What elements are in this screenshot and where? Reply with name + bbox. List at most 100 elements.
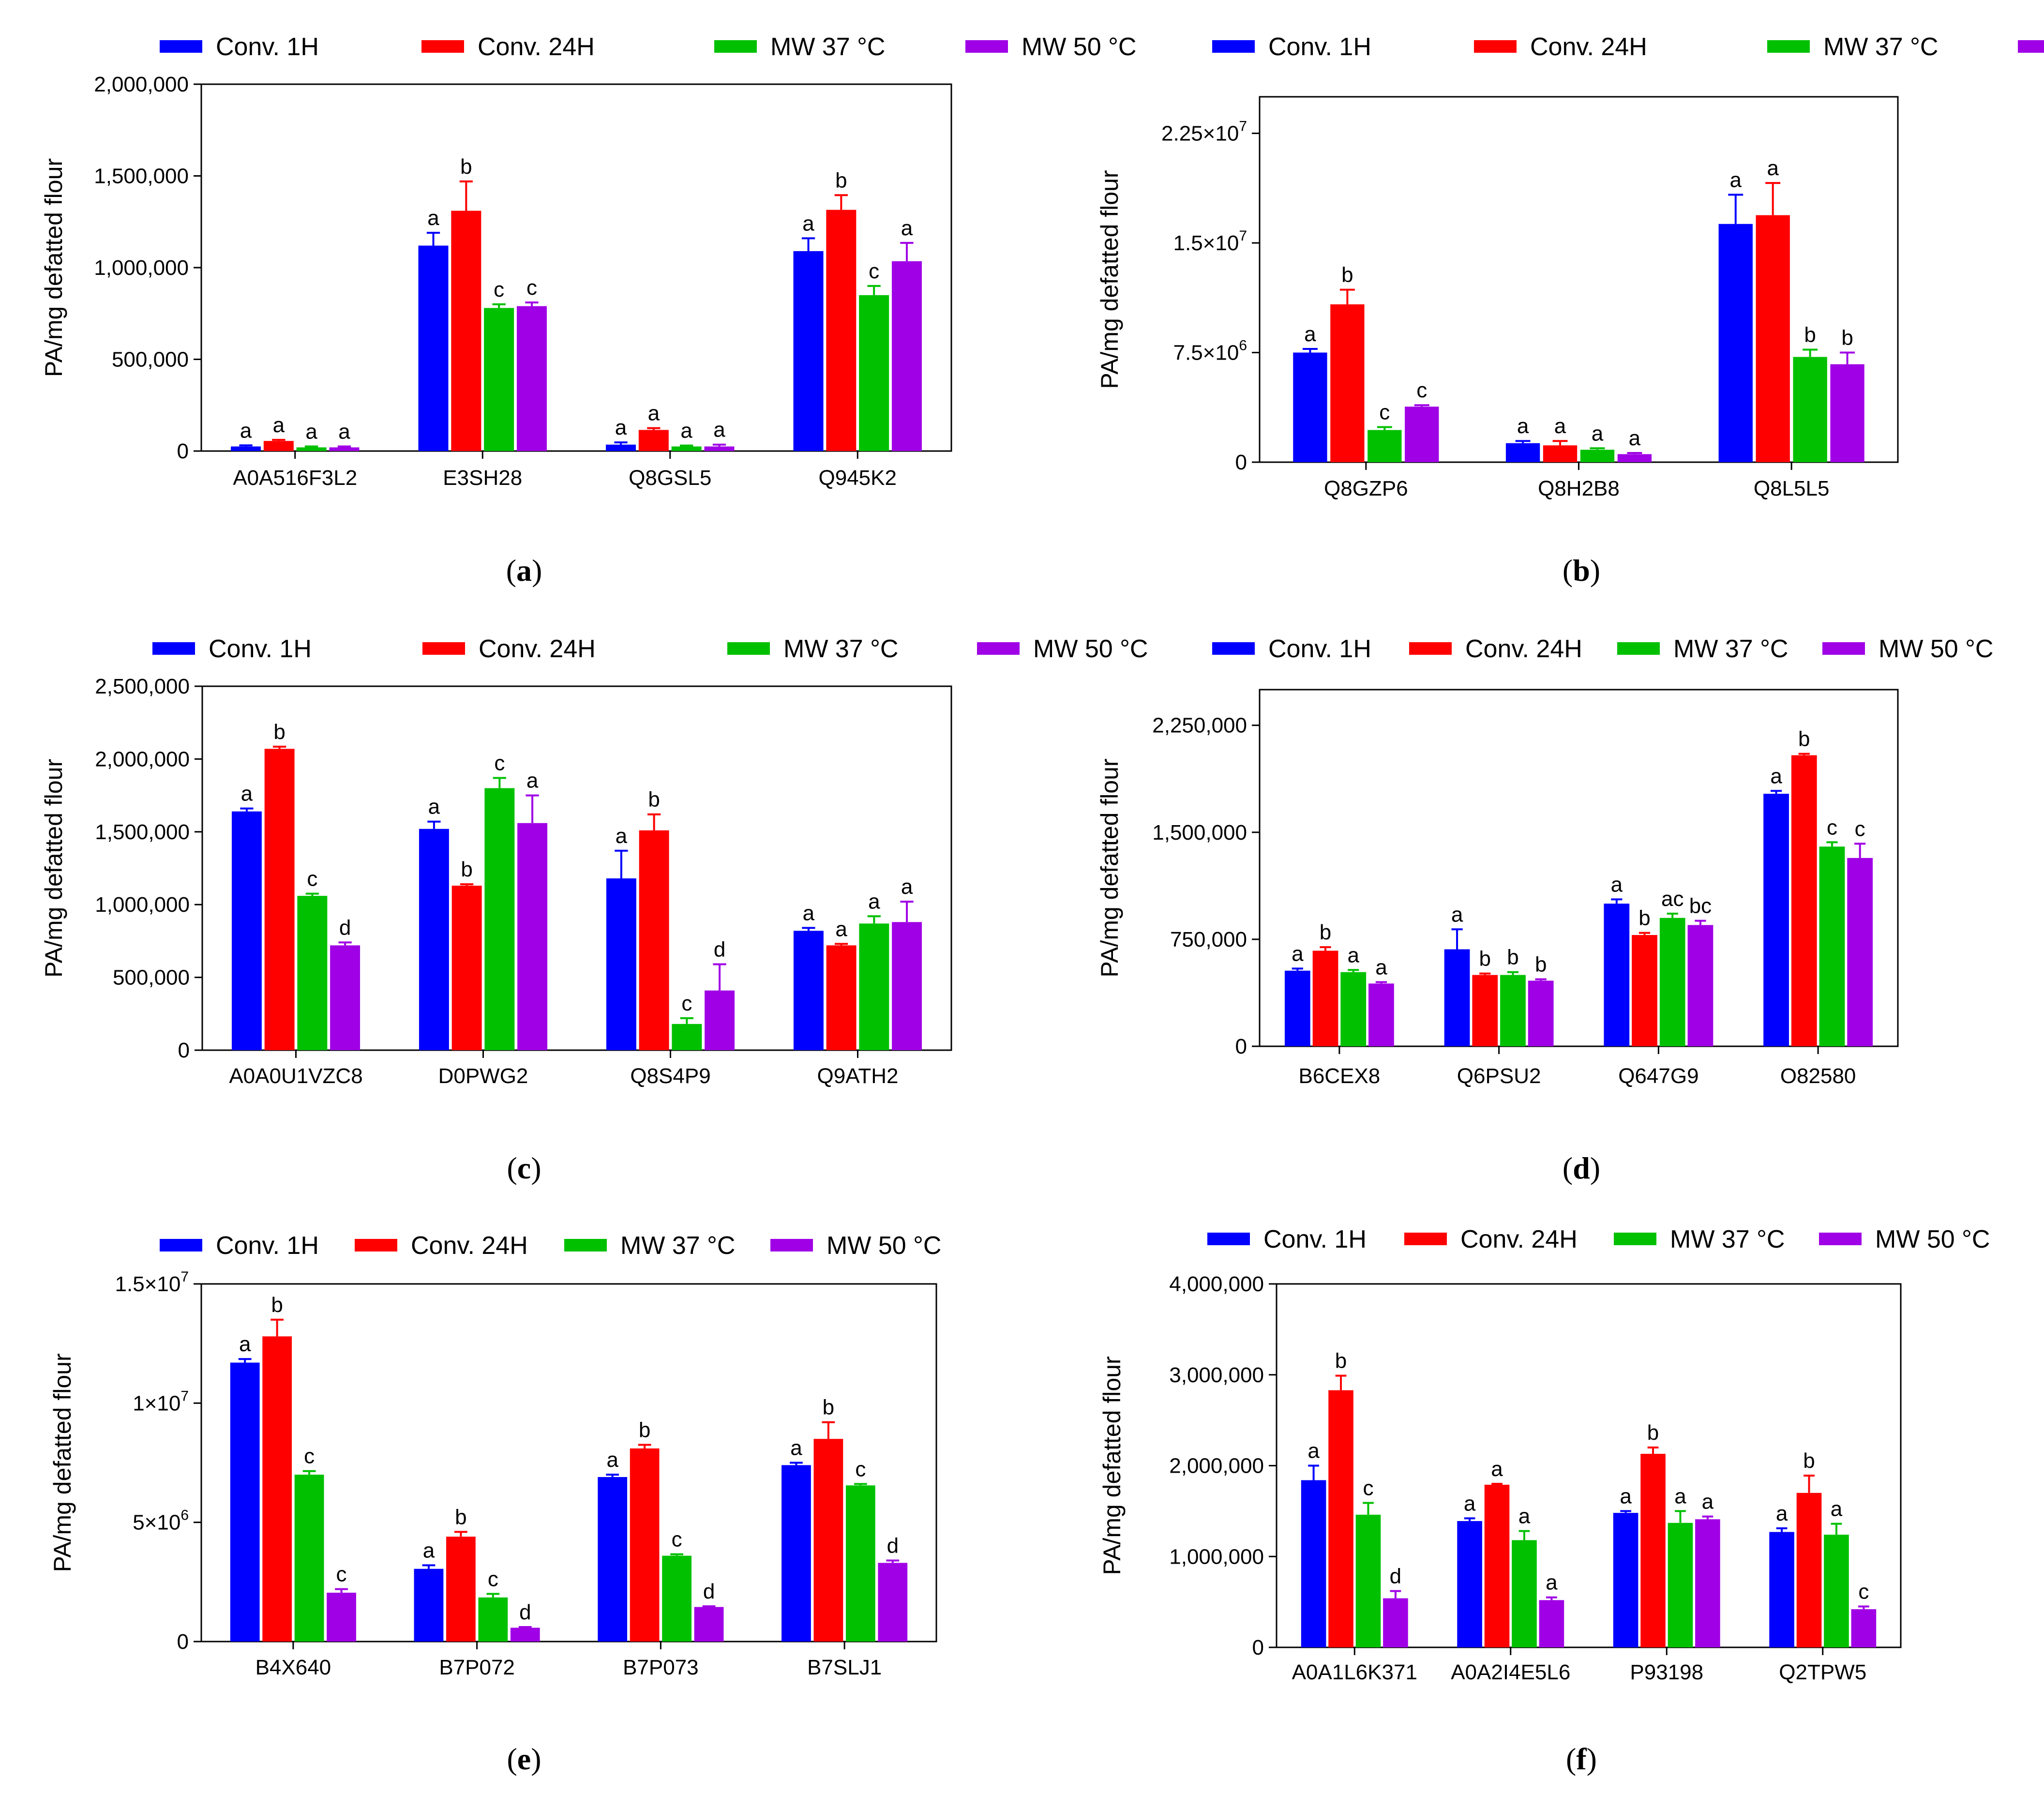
bar bbox=[1668, 1523, 1693, 1647]
significance-letter: c bbox=[869, 259, 879, 283]
plot-frame bbox=[1259, 689, 1899, 1047]
significance-letter: a bbox=[1464, 1492, 1476, 1515]
legend-swatch bbox=[160, 40, 202, 53]
y-axis-label: PA/mg defatted flour bbox=[1096, 758, 1123, 977]
x-category-label: A0A2I4E5L6 bbox=[1451, 1660, 1570, 1684]
x-category-label: B7SLJ1 bbox=[807, 1656, 882, 1679]
y-tick-label: 1,500,000 bbox=[1152, 821, 1247, 844]
significance-letter: b bbox=[648, 788, 660, 812]
x-category-label: Q8L5L5 bbox=[1754, 477, 1830, 500]
significance-letter: d bbox=[887, 1534, 899, 1557]
y-tick-label: 500,000 bbox=[113, 966, 190, 990]
bar bbox=[262, 1336, 292, 1642]
bar bbox=[1718, 224, 1753, 462]
bar bbox=[1819, 846, 1845, 1046]
y-tick-label: 2,500,000 bbox=[95, 675, 190, 698]
bar bbox=[1695, 1519, 1720, 1647]
x-category-label: B7P073 bbox=[623, 1656, 699, 1679]
legend-swatch bbox=[977, 642, 1020, 655]
bar bbox=[1580, 450, 1615, 462]
significance-letter: a bbox=[240, 419, 252, 442]
significance-letter: a bbox=[1702, 1490, 1714, 1514]
legend-swatch bbox=[1614, 1233, 1656, 1245]
bar bbox=[1312, 950, 1338, 1046]
x-category-label: A0A516F3L2 bbox=[233, 466, 357, 490]
x-category-label: Q647G9 bbox=[1618, 1064, 1698, 1088]
significance-letter: a bbox=[713, 418, 725, 442]
y-tick-label: 1×107 bbox=[133, 1388, 189, 1415]
bar bbox=[1604, 904, 1630, 1046]
panel-caption: (e) bbox=[507, 1742, 541, 1776]
x-category-label: B4X640 bbox=[256, 1656, 331, 1679]
significance-letter: b bbox=[1803, 1449, 1815, 1473]
legend-label: Conv. 1H bbox=[216, 33, 319, 61]
legend-label: MW 50 °C bbox=[827, 1232, 941, 1260]
bar bbox=[451, 886, 482, 1050]
bar bbox=[418, 245, 449, 451]
significance-letter: b bbox=[273, 720, 285, 744]
chart-panel-f: Conv. 1H Conv. 24H MW 37 °C MW 50 °C 0 1,000,… bbox=[1098, 1225, 1990, 1776]
y-tick-label: 2,000,000 bbox=[94, 73, 189, 96]
significance-letter: c bbox=[304, 1445, 315, 1468]
bar bbox=[1355, 1514, 1381, 1647]
bar bbox=[484, 788, 515, 1050]
significance-letter: c bbox=[1855, 817, 1865, 841]
legend-label: MW 50 °C bbox=[1033, 635, 1148, 663]
bar bbox=[1640, 1454, 1666, 1647]
significance-letter: b bbox=[271, 1293, 283, 1317]
bar bbox=[826, 945, 857, 1050]
legend-swatch bbox=[422, 642, 465, 655]
significance-letter: a bbox=[1292, 942, 1304, 965]
legend-label: MW 37 °C bbox=[1673, 635, 1788, 663]
bar bbox=[330, 945, 361, 1050]
significance-letter: b bbox=[1841, 326, 1853, 350]
bar bbox=[1824, 1535, 1849, 1647]
significance-letter: a bbox=[1347, 943, 1359, 967]
bar bbox=[1769, 1532, 1794, 1647]
x-category-label: Q8GSL5 bbox=[629, 466, 711, 490]
bar bbox=[672, 1024, 702, 1050]
significance-letter: b bbox=[1798, 727, 1810, 751]
bar bbox=[516, 306, 547, 451]
bar bbox=[891, 261, 922, 451]
significance-letter: d bbox=[1390, 1565, 1401, 1588]
significance-letter: a bbox=[305, 420, 317, 444]
bar bbox=[264, 749, 295, 1050]
bar bbox=[662, 1555, 691, 1642]
y-tick-label: 0 bbox=[178, 1039, 190, 1062]
bar bbox=[484, 308, 514, 451]
significance-letter: a bbox=[1554, 414, 1566, 438]
bar bbox=[1793, 357, 1827, 462]
bar bbox=[294, 1475, 324, 1642]
significance-letter: a bbox=[273, 413, 285, 437]
y-tick-label: 1,500,000 bbox=[95, 820, 190, 844]
significance-letter: c bbox=[1363, 1476, 1373, 1500]
bar bbox=[1847, 858, 1873, 1046]
legend-swatch bbox=[714, 40, 757, 53]
significance-letter: c bbox=[494, 278, 504, 302]
legend-label: Conv. 24H bbox=[478, 33, 595, 61]
significance-letter: a bbox=[239, 1332, 251, 1356]
significance-letter: b bbox=[823, 1396, 834, 1419]
significance-letter: b bbox=[1535, 952, 1547, 976]
legend-label: Conv. 24H bbox=[479, 635, 596, 663]
legend-label: Conv. 1H bbox=[216, 1232, 319, 1260]
bar bbox=[638, 430, 669, 451]
bar bbox=[606, 878, 636, 1050]
bar bbox=[1368, 983, 1394, 1046]
significance-letter: a bbox=[790, 1436, 802, 1460]
legend-swatch bbox=[770, 1239, 813, 1251]
legend-label: MW 37 °C bbox=[1670, 1225, 1785, 1253]
legend-swatch bbox=[965, 40, 1008, 53]
panel-caption: (c) bbox=[507, 1151, 541, 1185]
bar bbox=[1500, 975, 1526, 1046]
legend: Conv. 1H Conv. 24H MW 37 °C MW 50 °C bbox=[152, 635, 1148, 663]
significance-letter: c bbox=[1416, 378, 1427, 402]
significance-letter: a bbox=[1629, 426, 1641, 450]
bar bbox=[1539, 1600, 1564, 1647]
legend-swatch bbox=[1822, 642, 1865, 655]
legend-label: Conv. 24H bbox=[1465, 635, 1582, 663]
significance-letter: a bbox=[338, 420, 350, 444]
